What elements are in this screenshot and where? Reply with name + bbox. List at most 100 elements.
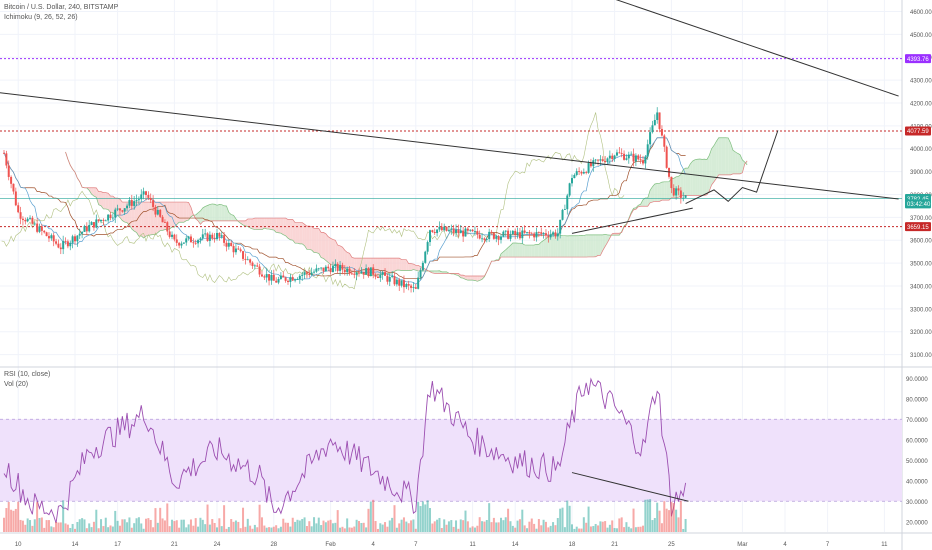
- candle-body[interactable]: [298, 275, 301, 280]
- candle-body[interactable]: [249, 259, 252, 263]
- candle-body[interactable]: [585, 172, 588, 173]
- candle-body[interactable]: [682, 197, 685, 199]
- candle-body[interactable]: [253, 265, 256, 267]
- candle-body[interactable]: [447, 229, 450, 231]
- candle-body[interactable]: [201, 234, 204, 239]
- candle-body[interactable]: [265, 274, 268, 278]
- candle-body[interactable]: [88, 224, 91, 232]
- candle-body[interactable]: [178, 242, 181, 246]
- candle-body[interactable]: [168, 231, 171, 237]
- candle-body[interactable]: [362, 271, 365, 275]
- candle-body[interactable]: [246, 259, 249, 261]
- candle-body[interactable]: [123, 208, 126, 212]
- candle-body[interactable]: [270, 274, 273, 281]
- candle-body[interactable]: [78, 233, 81, 236]
- candle-body[interactable]: [511, 230, 514, 235]
- candle-body[interactable]: [341, 264, 344, 270]
- candle-body[interactable]: [388, 276, 391, 282]
- candle-body[interactable]: [282, 275, 285, 278]
- candle-body[interactable]: [19, 212, 22, 219]
- candle-body[interactable]: [675, 188, 678, 196]
- candle-body[interactable]: [121, 210, 124, 212]
- candle-body[interactable]: [552, 232, 555, 235]
- candle-body[interactable]: [305, 272, 308, 274]
- candle-body[interactable]: [438, 226, 441, 230]
- candle-body[interactable]: [533, 233, 536, 238]
- candle-body[interactable]: [646, 144, 649, 157]
- candle-body[interactable]: [76, 235, 79, 242]
- candle-body[interactable]: [171, 234, 174, 237]
- candle-body[interactable]: [336, 263, 339, 271]
- candle-body[interactable]: [284, 277, 287, 281]
- candle-body[interactable]: [410, 285, 413, 288]
- candle-body[interactable]: [658, 112, 661, 129]
- candle-body[interactable]: [343, 269, 346, 273]
- candle-body[interactable]: [471, 229, 474, 232]
- candle-body[interactable]: [433, 231, 436, 234]
- candle-body[interactable]: [500, 236, 502, 240]
- candle-body[interactable]: [481, 238, 484, 240]
- rsi-label[interactable]: RSI (10, close): [4, 371, 51, 378]
- candle-body[interactable]: [50, 235, 53, 239]
- candle-body[interactable]: [360, 271, 363, 274]
- candle-body[interactable]: [24, 220, 27, 222]
- candle-body[interactable]: [627, 154, 630, 159]
- candle-body[interactable]: [187, 236, 190, 239]
- candle-body[interactable]: [258, 266, 261, 275]
- candle-body[interactable]: [324, 266, 327, 272]
- candle-body[interactable]: [587, 163, 590, 173]
- candle-body[interactable]: [185, 238, 188, 243]
- candle-body[interactable]: [194, 242, 197, 244]
- candle-body[interactable]: [17, 205, 20, 213]
- candle-body[interactable]: [578, 171, 581, 172]
- candle-body[interactable]: [457, 229, 460, 234]
- candle-body[interactable]: [3, 153, 5, 155]
- candle-body[interactable]: [62, 241, 65, 250]
- candle-body[interactable]: [237, 248, 240, 250]
- candle-body[interactable]: [556, 233, 559, 237]
- ascending-trendline[interactable]: [571, 207, 693, 234]
- candle-body[interactable]: [268, 274, 271, 281]
- candle-body[interactable]: [149, 197, 152, 201]
- candle-body[interactable]: [530, 233, 533, 235]
- candle-body[interactable]: [14, 191, 17, 206]
- candle-body[interactable]: [526, 231, 529, 233]
- candle-body[interactable]: [327, 266, 330, 269]
- candle-body[interactable]: [45, 232, 48, 237]
- candle-body[interactable]: [580, 171, 583, 174]
- candle-body[interactable]: [339, 264, 342, 271]
- candle-body[interactable]: [462, 230, 465, 237]
- candle-body[interactable]: [464, 228, 467, 237]
- candle-body[interactable]: [256, 265, 259, 267]
- candle-body[interactable]: [443, 226, 446, 231]
- candle-body[interactable]: [488, 231, 491, 240]
- candle-body[interactable]: [554, 232, 557, 237]
- candle-body[interactable]: [417, 277, 420, 289]
- candle-body[interactable]: [159, 209, 162, 217]
- candle-body[interactable]: [440, 226, 443, 231]
- candle-body[interactable]: [223, 235, 226, 243]
- candle-body[interactable]: [92, 222, 95, 228]
- candle-body[interactable]: [69, 242, 72, 247]
- candle-body[interactable]: [272, 274, 275, 281]
- candle-body[interactable]: [275, 280, 278, 283]
- candle-body[interactable]: [402, 280, 405, 288]
- candle-body[interactable]: [431, 230, 434, 232]
- candle-body[interactable]: [367, 268, 370, 277]
- candle-body[interactable]: [547, 235, 550, 238]
- candle-body[interactable]: [568, 183, 571, 196]
- candle-body[interactable]: [485, 239, 488, 240]
- candle-body[interactable]: [260, 274, 263, 277]
- candle-body[interactable]: [426, 242, 429, 252]
- candle-body[interactable]: [563, 209, 566, 210]
- candle-body[interactable]: [384, 272, 387, 276]
- candle-body[interactable]: [618, 152, 621, 154]
- candle-body[interactable]: [663, 135, 666, 147]
- candle-body[interactable]: [573, 174, 576, 179]
- candle-body[interactable]: [216, 232, 218, 240]
- candle-body[interactable]: [473, 231, 476, 232]
- candle-body[interactable]: [156, 209, 159, 215]
- candle-body[interactable]: [218, 232, 221, 237]
- candle-body[interactable]: [128, 200, 131, 206]
- candle-body[interactable]: [679, 190, 682, 198]
